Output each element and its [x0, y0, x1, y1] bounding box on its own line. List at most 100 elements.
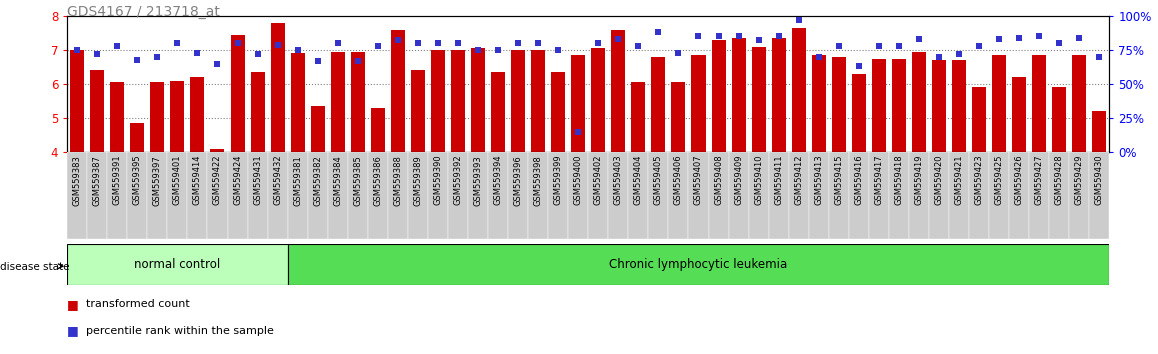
Bar [1072, 55, 1086, 152]
Bar [227, 152, 248, 239]
Point [129, 57, 147, 62]
Text: GSM559394: GSM559394 [493, 155, 503, 205]
Point [68, 47, 87, 53]
Bar [147, 152, 168, 239]
Point [428, 40, 447, 46]
Point [1050, 40, 1069, 46]
Bar [71, 50, 85, 152]
Point [790, 17, 808, 23]
Point [1070, 35, 1089, 41]
Bar [471, 48, 485, 152]
Bar [629, 152, 648, 239]
Bar [868, 152, 889, 239]
Point [730, 34, 748, 39]
Point [368, 43, 387, 49]
Bar [812, 55, 826, 152]
Bar [310, 106, 324, 152]
Bar [287, 152, 308, 239]
Bar [351, 52, 365, 152]
Text: GSM559386: GSM559386 [373, 155, 382, 206]
Point [248, 51, 266, 57]
Text: ■: ■ [67, 325, 79, 337]
Bar [188, 152, 207, 239]
Text: GSM559382: GSM559382 [313, 155, 322, 206]
Point [208, 61, 227, 67]
Point [910, 36, 929, 42]
Bar [849, 152, 868, 239]
Point [669, 50, 688, 56]
Text: GSM559406: GSM559406 [674, 155, 683, 205]
Bar [411, 70, 425, 152]
Bar [1049, 152, 1069, 239]
Text: GSM559424: GSM559424 [233, 155, 242, 205]
Bar [648, 152, 668, 239]
Text: transformed count: transformed count [86, 299, 190, 309]
Bar [1009, 152, 1029, 239]
Point [529, 40, 548, 46]
Bar [90, 70, 104, 152]
Text: GSM559418: GSM559418 [894, 155, 903, 205]
Point [389, 38, 408, 43]
Bar [1029, 152, 1049, 239]
Bar [989, 152, 1009, 239]
Bar [1012, 77, 1026, 152]
Point [108, 43, 126, 49]
Point [930, 54, 948, 59]
Bar [952, 60, 966, 152]
Text: GSM559429: GSM559429 [1075, 155, 1084, 205]
Text: GSM559403: GSM559403 [614, 155, 623, 205]
Bar [170, 81, 184, 152]
Bar [448, 152, 468, 239]
Point [569, 129, 587, 135]
Bar [748, 152, 769, 239]
Bar [211, 149, 225, 152]
Bar [1032, 55, 1046, 152]
Bar [1069, 152, 1090, 239]
Bar [932, 60, 946, 152]
Bar [1090, 152, 1109, 239]
Bar [792, 28, 806, 152]
Bar [190, 77, 205, 152]
Text: GSM559383: GSM559383 [73, 155, 82, 206]
Point [1090, 54, 1108, 59]
Point [549, 47, 567, 53]
Text: GSM559384: GSM559384 [334, 155, 343, 206]
Text: GSM559389: GSM559389 [413, 155, 423, 206]
Text: GSM559398: GSM559398 [534, 155, 543, 206]
Text: GSM559407: GSM559407 [694, 155, 703, 205]
Point [269, 42, 287, 47]
Bar [391, 29, 405, 152]
Bar [789, 152, 808, 239]
Text: GSM559397: GSM559397 [153, 155, 162, 206]
Bar [608, 152, 629, 239]
Text: GSM559419: GSM559419 [915, 155, 923, 205]
Bar [569, 152, 588, 239]
Bar [491, 72, 505, 152]
Bar [308, 152, 328, 239]
Point [1029, 34, 1048, 39]
Point [709, 34, 728, 39]
Bar [652, 57, 666, 152]
Bar [950, 152, 969, 239]
Point [889, 43, 908, 49]
Bar [831, 57, 845, 152]
Bar [592, 48, 606, 152]
Text: GSM559420: GSM559420 [935, 155, 944, 205]
Text: GSM559405: GSM559405 [654, 155, 662, 205]
Text: GSM559430: GSM559430 [1094, 155, 1104, 205]
Bar [67, 244, 287, 285]
Point [308, 58, 327, 64]
Bar [752, 47, 765, 152]
Text: GSM559421: GSM559421 [954, 155, 963, 205]
Point [449, 40, 468, 46]
Bar [728, 152, 748, 239]
Bar [347, 152, 368, 239]
Bar [771, 38, 785, 152]
Text: GSM559425: GSM559425 [995, 155, 1004, 205]
Bar [287, 244, 1109, 285]
Bar [230, 35, 244, 152]
Text: GSM559410: GSM559410 [754, 155, 763, 205]
Bar [87, 152, 108, 239]
Text: GSM559402: GSM559402 [594, 155, 603, 205]
Bar [1053, 87, 1067, 152]
